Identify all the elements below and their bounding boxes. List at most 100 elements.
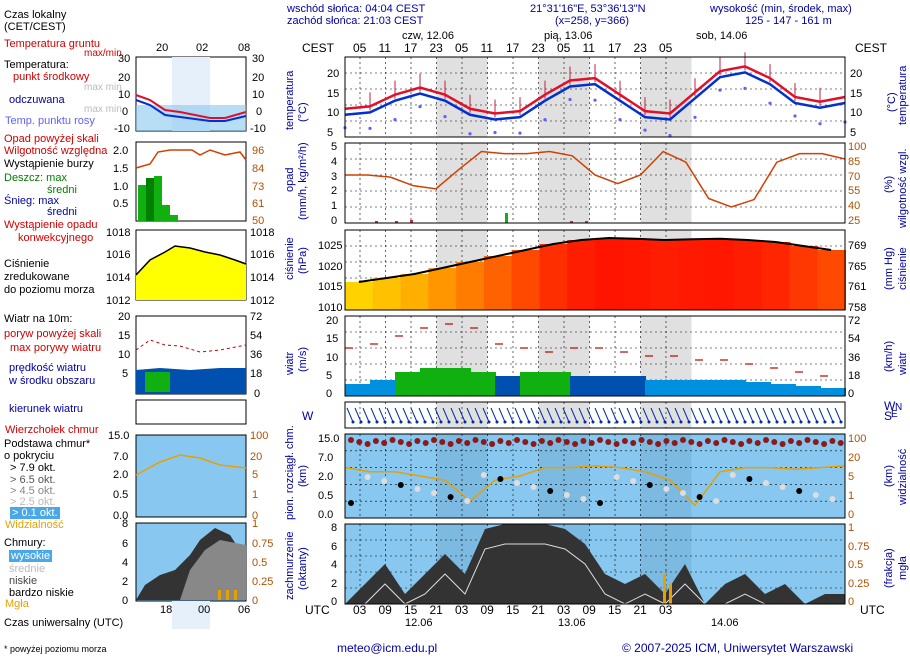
wind-arrow-head	[688, 421, 691, 424]
pressure-bar	[623, 239, 652, 310]
cloud-top-dot	[356, 439, 362, 445]
wind-arrow-head	[584, 421, 587, 424]
vis-tick: 1	[848, 490, 854, 502]
cloud-base-dot	[630, 478, 636, 484]
cloud-top-dot	[390, 437, 396, 443]
dew-point-dot	[768, 102, 771, 105]
temp-tick-r: 10	[850, 107, 862, 119]
cloud-top-dot	[763, 437, 769, 443]
cloud-top-dot	[489, 441, 495, 447]
vis-tick: 0	[848, 509, 854, 521]
wind-arrow-head	[424, 421, 427, 424]
wind-arrow-head	[824, 421, 827, 424]
pressure-bar	[789, 246, 818, 310]
cloud-base-dot	[365, 474, 371, 480]
wind-arrow-head	[648, 421, 651, 424]
fog-tick: 1	[848, 522, 854, 534]
hour-tick-bottom: 03	[455, 604, 468, 616]
wind-bar	[520, 372, 546, 396]
rain-tick: 5	[331, 141, 337, 153]
pressure-bar	[512, 250, 541, 310]
hour-tick-top: 23	[634, 42, 647, 54]
cloud-top-dot	[746, 438, 752, 444]
cloud-base-dot	[414, 486, 420, 492]
wind-arrow-head	[400, 421, 403, 424]
wind-arrow-head	[352, 421, 355, 424]
cloud-top-dot	[556, 437, 562, 443]
cloud-base-dot	[763, 480, 769, 486]
wind-arrow-head	[472, 421, 475, 424]
compass-left-w: W	[302, 410, 313, 422]
pressmm-axis-label: ciśnienie	[897, 247, 909, 290]
pressure-bar	[345, 282, 374, 310]
wind-bar	[745, 382, 771, 396]
wind-arrow-head	[800, 421, 803, 424]
wind-arrow-head	[808, 421, 811, 424]
compass-e: E	[891, 409, 898, 421]
cloud-base-dot	[597, 500, 603, 506]
cloud-top-dot	[373, 438, 379, 444]
fog-axis-unit: (frakcja)	[883, 548, 895, 588]
dew-point-dot	[468, 132, 471, 135]
cl-tick: 6	[331, 541, 337, 553]
hour-tick-top: 11	[481, 42, 493, 54]
rain-axis-unit: (mm/h, kg/m²/h)	[297, 142, 309, 220]
cloud-top-dot	[838, 440, 844, 446]
cest-label-left: CEST	[302, 42, 334, 54]
footnote: * powyżej poziomu morza	[4, 643, 107, 655]
hum-tick: 55	[848, 185, 860, 197]
dew-point-dot	[618, 118, 621, 121]
pressmm-tick: 761	[848, 281, 866, 293]
dew-point-dot	[443, 115, 446, 118]
wind-bar	[645, 380, 671, 396]
wind-arrow-head	[840, 421, 843, 424]
windkmh-tick: 54	[848, 333, 860, 345]
temp-tick: 5	[327, 127, 333, 139]
hour-tick-top: 05	[557, 42, 570, 54]
footer-email-link[interactable]: meteo@icm.edu.pl	[337, 642, 437, 654]
press-axis-unit: (hPa)	[297, 247, 309, 274]
pressure-bar	[595, 238, 624, 310]
hum-tick: 40	[848, 200, 860, 212]
wind-arrow-head	[376, 421, 379, 424]
hour-tick-top: 23	[430, 42, 443, 54]
cloud-base-dot	[697, 494, 703, 500]
cloud-base-dot	[746, 476, 752, 482]
wind-arrow-head	[744, 421, 747, 424]
hour-tick-top: 05	[659, 42, 672, 54]
utc-label-right: UTC	[860, 604, 885, 616]
wind-bar	[720, 380, 746, 396]
cl-tick: 0	[331, 596, 337, 608]
dew-point-dot	[643, 129, 646, 132]
wind-bar	[420, 368, 446, 396]
vis-axis-label: widzialność	[897, 449, 909, 505]
cb-tick: 0.5	[318, 490, 333, 502]
cloud-top-dot	[531, 441, 537, 447]
wind-arrow-head	[776, 421, 779, 424]
wind-arrow-head	[696, 421, 699, 424]
cloud-base-dot	[514, 480, 520, 486]
wind-arrow-head	[768, 421, 771, 424]
cloud-base-dot	[564, 492, 570, 498]
day-label-top: sob, 14.06	[696, 30, 747, 42]
cloud-top-dot	[473, 437, 479, 443]
pressure-bar	[373, 278, 402, 310]
dew-point-dot	[818, 122, 821, 125]
wind-arrow-head	[616, 421, 619, 424]
wind-arrow-head	[480, 421, 483, 424]
cloud-top-dot	[755, 440, 761, 446]
fog-bar	[663, 574, 666, 604]
fog-tick: 0.5	[848, 559, 863, 571]
wind-bar	[570, 376, 596, 396]
hour-tick-top: 05	[455, 42, 468, 54]
cloud-top-dot	[639, 437, 645, 443]
dew-point-dot	[518, 132, 521, 135]
cloud-top-dot	[348, 437, 354, 443]
night-band	[641, 402, 692, 428]
meteogram-main	[0, 0, 910, 640]
rain-tick: 0	[331, 215, 337, 227]
cloud-top-dot	[431, 437, 437, 443]
wind-arrow-head	[568, 421, 571, 424]
cb-tick: 7.0	[318, 452, 333, 464]
wind-arrow-head	[600, 421, 603, 424]
